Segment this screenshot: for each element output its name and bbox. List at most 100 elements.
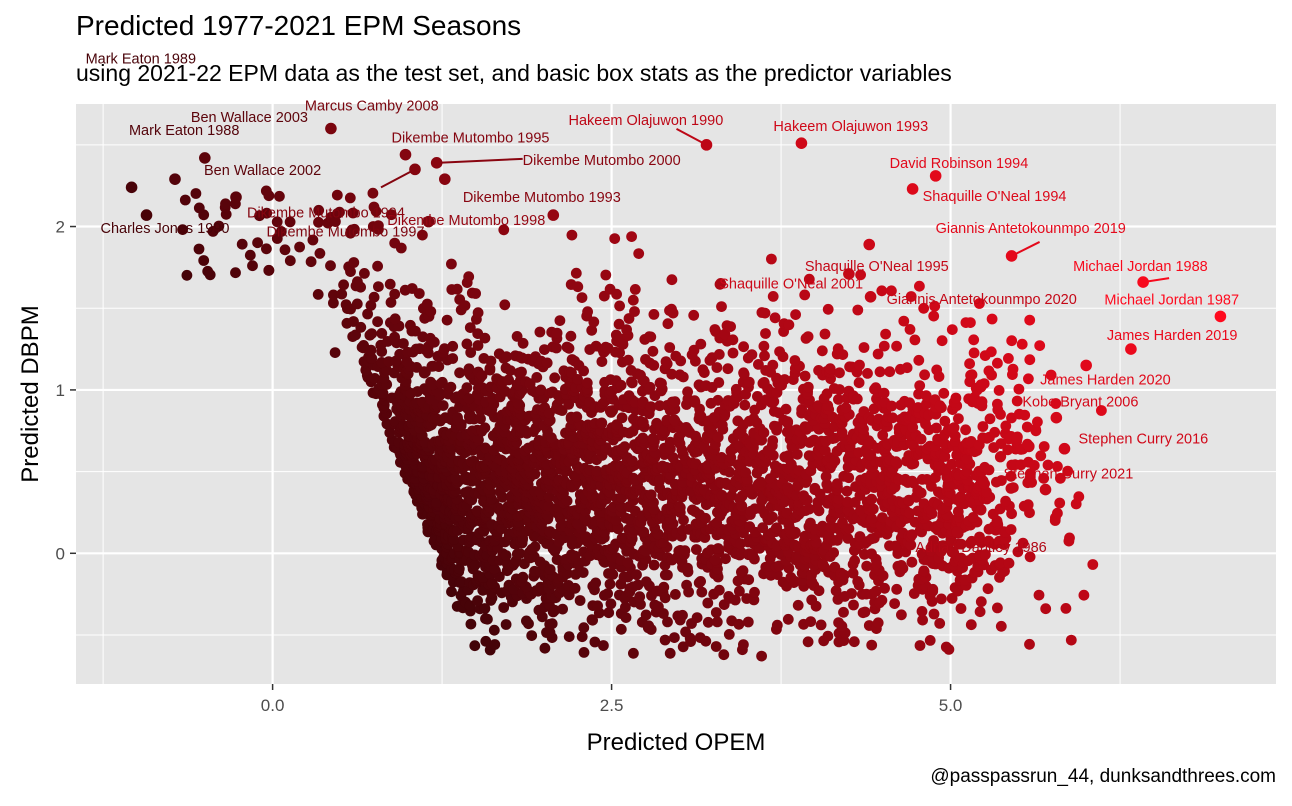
data-point [1024, 638, 1035, 650]
data-point [711, 616, 723, 628]
data-point [919, 369, 930, 381]
data-point [582, 306, 593, 318]
data-point [862, 368, 873, 379]
data-point [887, 412, 898, 424]
data-point [421, 298, 433, 310]
data-point [880, 328, 891, 340]
data-point [472, 340, 484, 351]
data-point [700, 635, 712, 647]
data-point [946, 324, 958, 335]
data-point [737, 565, 749, 577]
data-point [874, 366, 886, 378]
data-point [1023, 373, 1034, 385]
data-point [674, 502, 686, 513]
data-point [664, 647, 676, 659]
data-point [936, 593, 947, 605]
data-point [815, 619, 827, 631]
data-point [774, 346, 785, 357]
data-point [853, 377, 865, 389]
data-point [680, 626, 691, 638]
data-point [836, 427, 848, 438]
labeled-data-point [1137, 276, 1149, 288]
data-point [799, 289, 811, 301]
data-point [822, 303, 834, 315]
data-point [842, 496, 853, 508]
data-point [847, 567, 859, 579]
data-point [716, 489, 728, 501]
data-point [563, 631, 575, 642]
data-point [666, 274, 678, 286]
data-point [1035, 450, 1047, 462]
data-point [500, 619, 512, 630]
data-point [738, 367, 749, 379]
data-point [817, 520, 828, 532]
data-point [905, 539, 917, 551]
data-point [274, 190, 285, 202]
data-point [613, 318, 625, 330]
labeled-data-point [125, 181, 138, 194]
data-point [929, 300, 941, 312]
data-point [549, 372, 561, 384]
data-point [275, 226, 287, 237]
point-label: Marcus Camby 2008 [305, 99, 439, 115]
data-point [955, 538, 967, 550]
data-point [727, 347, 739, 359]
labeled-data-point [1214, 310, 1227, 323]
data-point [821, 478, 833, 490]
data-point [697, 364, 709, 376]
data-point [836, 620, 848, 632]
data-point [177, 224, 189, 236]
data-point [1007, 482, 1019, 493]
data-point [331, 189, 343, 201]
data-point [190, 188, 202, 199]
data-point [499, 299, 511, 311]
data-point [682, 562, 693, 574]
data-point [647, 433, 659, 445]
data-point [284, 216, 296, 228]
data-point [376, 328, 388, 339]
data-point [620, 612, 632, 623]
data-point [783, 319, 795, 331]
data-point [441, 314, 453, 326]
data-point [395, 242, 407, 254]
chart-subtitle: using 2021-22 EPM data as the test set, … [76, 60, 952, 86]
data-point [915, 433, 927, 445]
data-point [482, 613, 493, 625]
point-label: Stephen Curry 2021 [1003, 467, 1133, 483]
data-point [410, 325, 421, 337]
point-label: David Robinson 1994 [890, 156, 1029, 172]
data-point [263, 264, 275, 276]
label-leader-line [436, 157, 523, 164]
data-point [453, 563, 465, 575]
data-point [670, 589, 681, 600]
data-point [611, 288, 622, 300]
data-point [629, 306, 640, 317]
data-point [730, 383, 742, 395]
data-point [465, 618, 477, 630]
data-point [1024, 354, 1036, 366]
data-point [828, 547, 839, 559]
data-point [866, 513, 878, 524]
data-point [486, 578, 498, 589]
data-point [640, 609, 652, 621]
data-point [802, 636, 814, 648]
data-point [936, 335, 948, 347]
data-point [669, 632, 680, 643]
data-point [450, 472, 461, 484]
data-point [928, 310, 940, 322]
data-point [480, 635, 492, 647]
data-point [906, 475, 918, 487]
data-point [313, 204, 325, 216]
data-point [890, 456, 902, 468]
data-point [946, 593, 958, 604]
data-point [1021, 421, 1033, 433]
point-label: Giannis Antetokounmpo 2020 [887, 292, 1077, 308]
data-point [517, 571, 529, 583]
data-point [843, 472, 855, 484]
data-point [767, 359, 779, 371]
data-point [719, 328, 731, 340]
data-point [607, 569, 619, 580]
data-point [1040, 603, 1052, 615]
data-point [590, 577, 602, 589]
